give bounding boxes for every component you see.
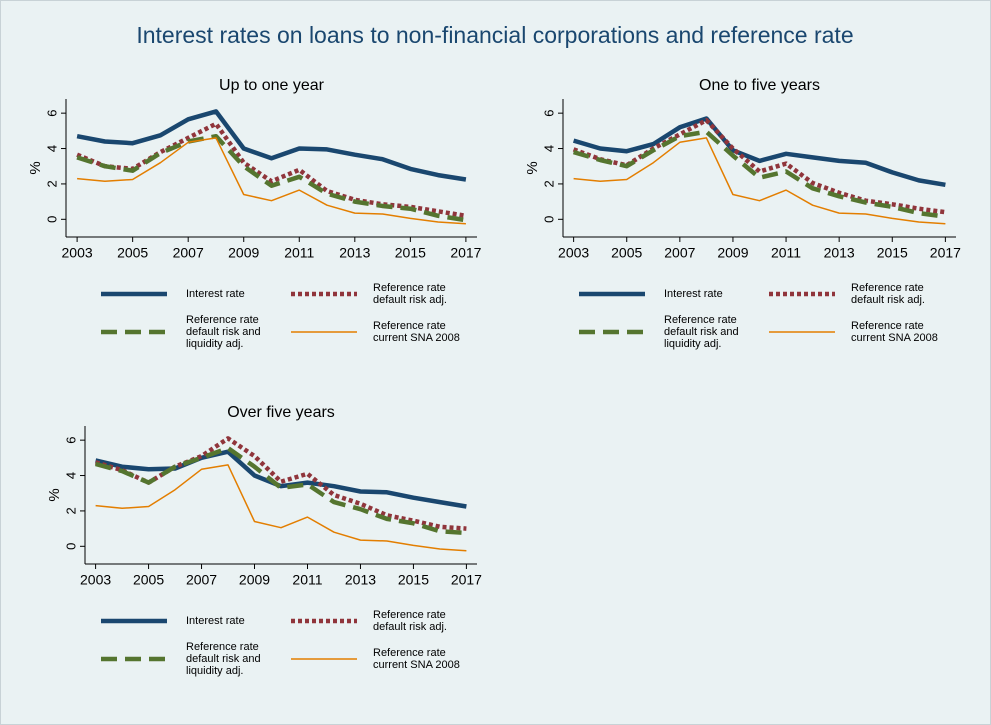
y-axis-label: %	[27, 161, 44, 174]
x-tick-label: 2013	[339, 245, 370, 261]
y-axis-label: %	[524, 161, 541, 174]
legend-label: Reference rate default risk and liquidit…	[664, 314, 739, 350]
series-line	[76, 133, 467, 223]
x-tick-label: 2013	[824, 245, 855, 261]
y-tick-label: 4	[63, 472, 78, 479]
y-tick-label: 2	[63, 507, 78, 514]
y-tick-label: 4	[44, 145, 59, 152]
y-tick-label: 4	[541, 145, 556, 152]
x-tick-label: 2005	[117, 245, 148, 261]
x-tick-label: 2009	[239, 572, 270, 588]
series-line	[94, 436, 467, 531]
x-tick-label: 2011	[284, 245, 314, 261]
x-tick-label: 2009	[717, 245, 748, 261]
series-line	[572, 129, 946, 219]
x-tick-label: 2005	[611, 245, 642, 261]
x-tick-label: 2003	[62, 245, 93, 261]
legend-label: Reference rate default risk adj.	[373, 282, 447, 306]
legend-label: Interest rate	[664, 288, 723, 300]
legend-label: Reference rate default risk and liquidit…	[186, 314, 261, 350]
x-tick-label: 2007	[173, 245, 204, 261]
x-tick-label: 2003	[80, 572, 111, 588]
series-line	[95, 464, 467, 552]
series-line	[572, 116, 946, 188]
x-tick-label: 2017	[450, 245, 481, 261]
x-tick-label: 2011	[292, 572, 322, 588]
x-tick-label: 2013	[345, 572, 376, 588]
y-tick-label: 6	[63, 437, 78, 444]
y-tick-label: 2	[541, 180, 556, 187]
y-tick-label: 6	[541, 110, 556, 117]
series-line	[95, 445, 467, 536]
panel-title: Up to one year	[219, 77, 325, 94]
x-tick-label: 2003	[558, 245, 589, 261]
panel-title: One to five years	[699, 77, 820, 94]
legend-label: Reference rate current SNA 2008	[373, 647, 460, 671]
legend-label: Interest rate	[186, 288, 245, 300]
series-line	[77, 137, 466, 225]
y-tick-label: 6	[44, 110, 59, 117]
series-line	[573, 137, 946, 225]
y-axis-label: %	[46, 488, 63, 501]
legend-label: Reference rate default risk and liquidit…	[186, 641, 261, 677]
x-tick-label: 2015	[398, 572, 429, 588]
x-tick-label: 2007	[186, 572, 217, 588]
legend-label: Interest rate	[186, 615, 245, 627]
y-tick-label: 0	[63, 543, 78, 550]
legend-label: Reference rate current SNA 2008	[373, 320, 460, 344]
x-tick-label: 2017	[930, 245, 961, 261]
x-tick-label: 2007	[664, 245, 695, 261]
series-line	[572, 117, 946, 215]
y-tick-label: 0	[44, 216, 59, 223]
y-tick-label: 0	[541, 216, 556, 223]
legend-label: Reference rate current SNA 2008	[851, 320, 938, 344]
y-tick-label: 2	[44, 180, 59, 187]
panel-title: Over five years	[227, 404, 335, 421]
legend-label: Reference rate default risk adj.	[851, 282, 925, 306]
x-tick-label: 2017	[451, 572, 482, 588]
x-tick-label: 2005	[133, 572, 164, 588]
x-tick-label: 2011	[771, 245, 801, 261]
legend-label: Reference rate default risk adj.	[373, 609, 447, 633]
x-tick-label: 2015	[395, 245, 426, 261]
x-tick-label: 2015	[877, 245, 908, 261]
x-tick-label: 2009	[228, 245, 259, 261]
series-line	[95, 449, 467, 509]
series-line	[76, 109, 467, 182]
chart-title: Interest rates on loans to non-financial…	[136, 22, 853, 48]
